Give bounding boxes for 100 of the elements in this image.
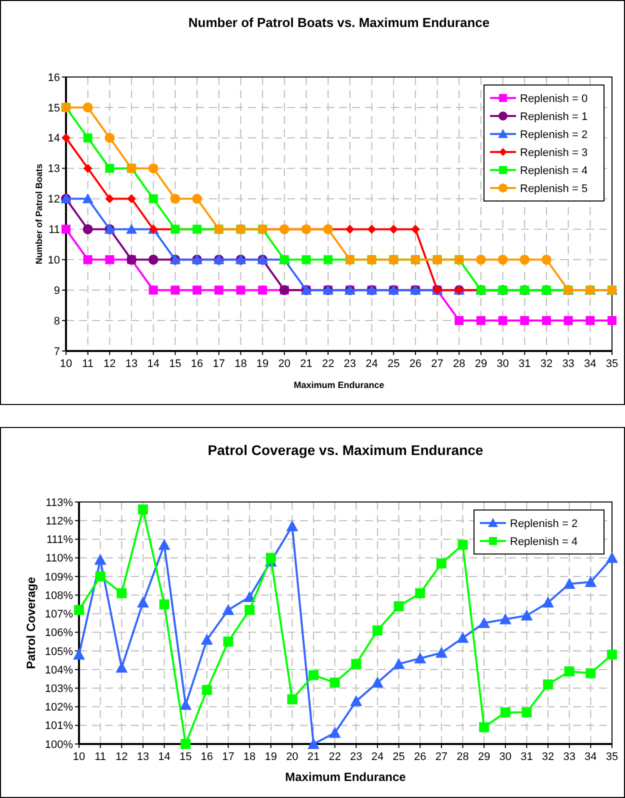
point [236,286,246,295]
point [606,552,618,563]
point [410,224,420,234]
x-tick-label: 14 [158,751,170,763]
x-tick-label: 15 [169,358,182,370]
y-tick-label: 101% [44,720,74,732]
point [148,286,158,295]
point [394,601,404,612]
x-tick-label: 17 [212,358,226,370]
point [520,316,530,326]
point [192,194,202,204]
x-tick-label: 30 [499,751,512,763]
x-tick-label: 13 [125,358,138,370]
x-tick-label: 11 [94,751,106,763]
x-tick-label: 33 [562,358,574,370]
y-tick-label: 15 [48,102,60,114]
x-tick-label: 13 [136,751,150,763]
point [520,254,530,265]
x-axis-title: Maximum Endurance [294,380,384,390]
point [330,678,340,688]
x-tick-label: 16 [200,751,214,763]
point [586,668,596,678]
y-tick-label: 100% [44,738,74,751]
point [584,576,597,588]
point [586,316,595,326]
point [192,286,202,295]
x-tick-label: 22 [328,751,341,763]
legend-label: Replenish = 2 [510,518,578,530]
y-tick-label: 9 [54,284,60,297]
point [328,726,341,738]
point [287,694,298,704]
x-tick-label: 28 [452,358,466,370]
point [564,316,573,326]
point [116,588,127,598]
x-tick-label: 31 [518,358,531,370]
y-tick-label: 112% [46,515,74,528]
point [214,286,224,295]
point [222,604,234,615]
x-tick-label: 35 [606,358,618,370]
y-axis-title: Patrol Coverage [24,576,38,670]
x-tick-label: 16 [190,358,204,370]
x-tick-label: 26 [409,358,422,370]
y-tick-label: 16 [48,72,60,84]
point [500,707,510,718]
y-tick-label: 111% [46,534,74,546]
x-tick-label: 12 [116,751,128,763]
x-tick-label: 29 [474,358,488,370]
point [308,738,320,749]
point [371,676,384,688]
point [148,254,158,265]
x-tick-label: 18 [234,358,247,370]
y-tick-label: 7 [54,346,60,358]
point [415,588,426,598]
point [180,739,191,749]
point [82,193,94,204]
x-tick-label: 20 [278,358,291,370]
x-tick-label: 32 [540,358,553,370]
x-tick-label: 19 [256,358,269,370]
point [158,538,170,550]
point [126,224,138,234]
x-tick-label: 27 [431,358,444,370]
x-axis-title: Maximum Endurance [285,770,406,784]
x-tick-label: 34 [584,358,596,370]
x-tick-label: 27 [435,751,448,763]
x-tick-label: 18 [243,751,256,763]
point [414,652,426,664]
legend-label: Replenish = 5 [520,182,588,195]
point [105,164,114,173]
point [105,194,114,204]
x-tick-label: 14 [147,358,160,370]
point [170,286,180,295]
x-tick-label: 24 [366,358,378,370]
x-tick-label: 25 [387,358,400,370]
y-tick-label: 8 [54,315,60,328]
point [170,194,180,204]
point [543,679,554,690]
point [456,632,469,643]
legend-label: Replenish = 2 [520,128,588,141]
point [83,255,92,264]
point [127,194,136,204]
y-tick-label: 13 [48,163,60,176]
legend-label: Replenish = 0 [520,92,588,105]
point [345,224,354,234]
point [83,133,92,142]
point [202,685,212,696]
point [302,255,311,264]
x-tick-label: 10 [72,751,86,763]
legend-label: Replenish = 4 [520,164,588,177]
y-axis-title: Number of Patrol Boats [34,164,44,264]
chart-title: Number of Patrol Boats vs. Maximum Endurance [188,15,490,30]
point [520,610,533,621]
point [266,552,276,563]
x-tick-label: 20 [286,751,298,763]
x-tick-label: 19 [264,751,278,763]
x-tick-label: 15 [179,751,192,763]
y-tick-label: 12 [48,194,60,206]
point [74,604,84,615]
y-tick-label: 14 [48,132,60,145]
x-tick-label: 23 [344,358,356,370]
x-tick-label: 23 [350,751,362,763]
